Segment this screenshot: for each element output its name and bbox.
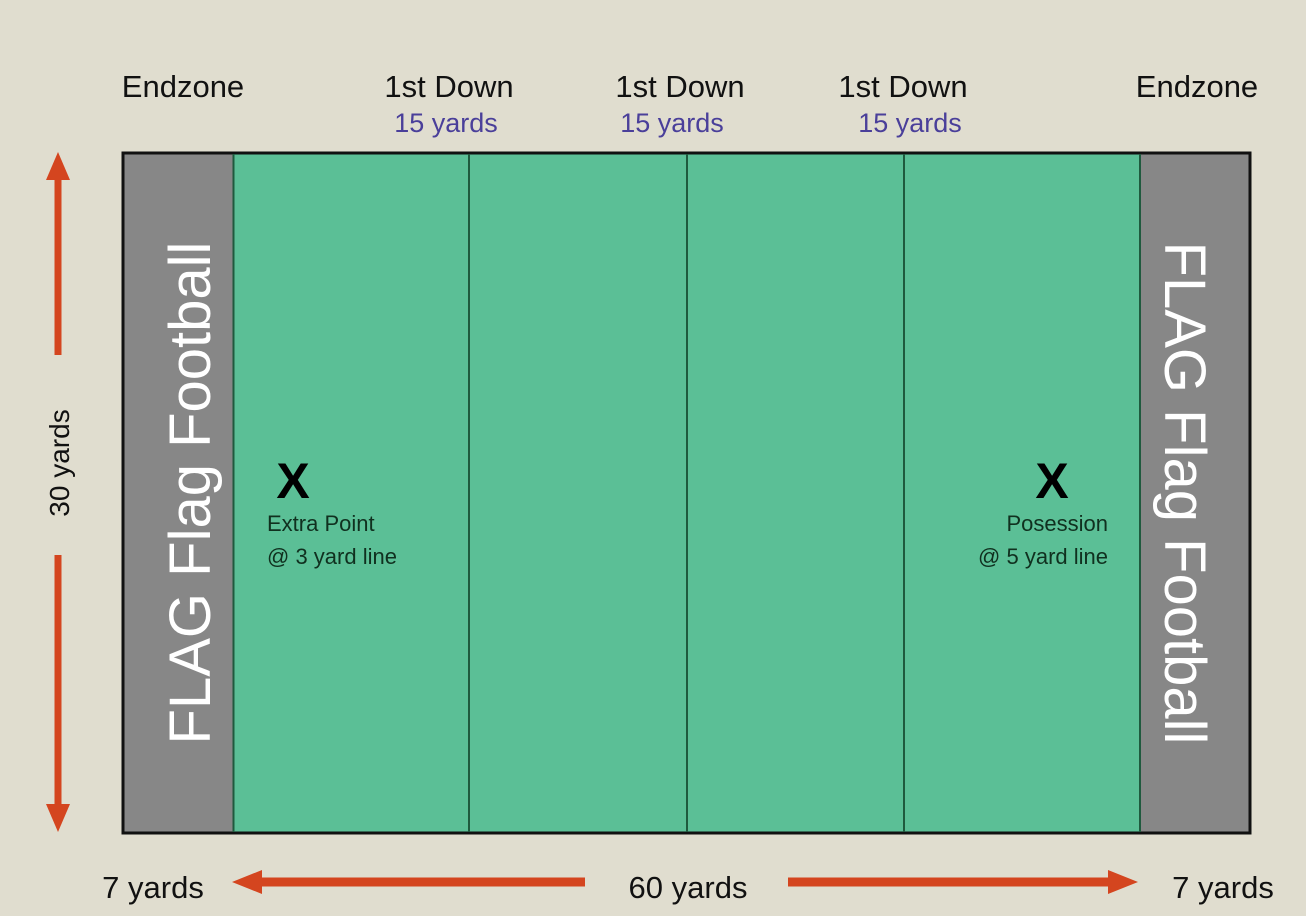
endzone-left-text: FLAG Flag Football xyxy=(158,242,223,745)
endzone-left xyxy=(124,154,234,832)
width-label: 30 yards xyxy=(44,409,75,516)
zone-1-title: 1st Down xyxy=(384,69,513,104)
possession-label: Posession xyxy=(1006,511,1108,536)
endzone-depth-right: 7 yards xyxy=(1172,870,1274,905)
length-label: 60 yards xyxy=(629,870,748,905)
endzone-depth-left: 7 yards xyxy=(102,870,204,905)
endzone-left-label: Endzone xyxy=(122,69,244,104)
zone-2-title: 1st Down xyxy=(615,69,744,104)
zone-3-title: 1st Down xyxy=(838,69,967,104)
endzone-right-text: FLAG Flag Football xyxy=(1152,242,1217,745)
extra-point-mark: X xyxy=(276,453,309,509)
zone-2-length: 15 yards xyxy=(620,108,724,138)
endzone-right-label: Endzone xyxy=(1136,69,1258,104)
zone-3-length: 15 yards xyxy=(858,108,962,138)
zone-1-length: 15 yards xyxy=(394,108,498,138)
possession-mark: X xyxy=(1035,453,1068,509)
possession-line: @ 5 yard line xyxy=(978,544,1108,569)
extra-point-line: @ 3 yard line xyxy=(267,544,397,569)
endzone-right xyxy=(1140,154,1249,832)
width-arrow xyxy=(46,152,70,832)
length-arrow xyxy=(232,870,1138,894)
extra-point-label: Extra Point xyxy=(267,511,375,536)
